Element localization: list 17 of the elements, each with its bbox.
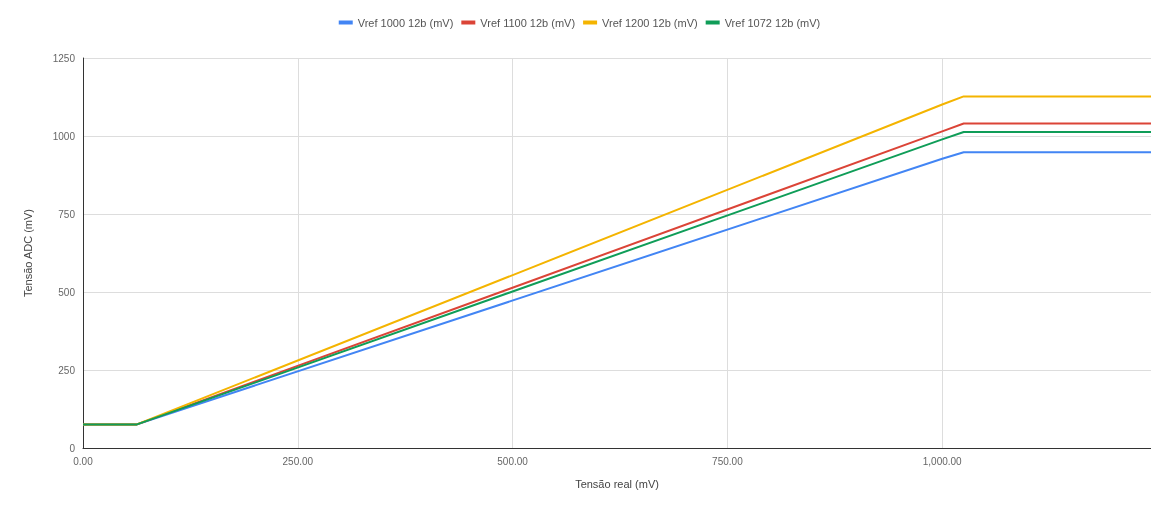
y-tick-label: 1250 <box>52 52 76 64</box>
y-tick-label: 250 <box>58 364 76 376</box>
legend-label: Vref 1000 12b (mV) <box>357 16 454 29</box>
x-tick-label: 750.00 <box>712 455 744 467</box>
y-tick-label: 500 <box>58 286 76 298</box>
legend-label: Vref 1072 12b (mV) <box>724 16 821 29</box>
y-tick-label: 1000 <box>52 130 76 142</box>
x-axis-title: Tensão real (mV) <box>575 477 659 490</box>
y-tick-label: 0 <box>69 442 76 454</box>
y-axis-title: Tensão ADC (mV) <box>21 208 34 298</box>
y-tick-label: 750 <box>58 208 76 220</box>
x-tick-label: 250.00 <box>282 455 314 467</box>
legend-label: Vref 1100 12b (mV) <box>480 16 576 29</box>
x-tick-label: 1,000.00 <box>922 455 963 467</box>
x-tick-label: 500.00 <box>497 455 529 467</box>
x-tick-label: 0.00 <box>73 455 94 467</box>
legend-label: Vref 1200 12b (mV) <box>602 16 698 29</box>
